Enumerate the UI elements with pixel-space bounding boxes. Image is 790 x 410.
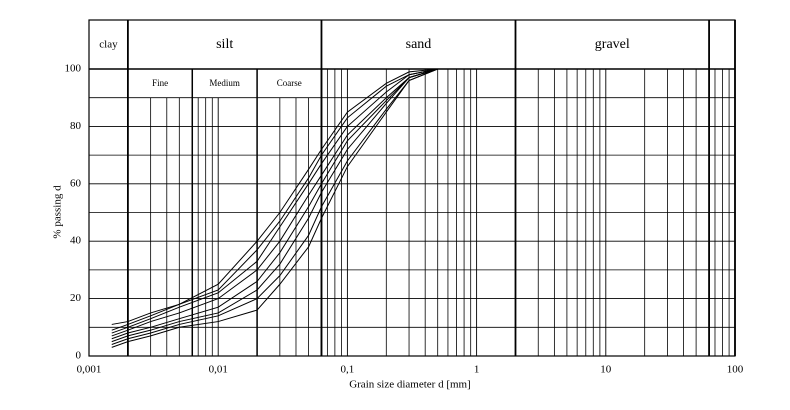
grading-curve	[111, 68, 438, 340]
y-tick-label: 80	[70, 120, 82, 132]
zone-label: clay	[99, 39, 118, 51]
subzone-label: Medium	[209, 78, 240, 88]
grading-curve	[111, 68, 438, 348]
y-tick-label: 40	[70, 235, 82, 247]
zone-label: gravel	[595, 37, 630, 52]
subzone-label: Fine	[152, 78, 168, 88]
x-tick-label: 0,001	[77, 364, 102, 376]
y-axis-label: % passing d	[52, 185, 64, 239]
y-tick-label: 100	[65, 63, 82, 75]
x-tick-label: 1	[474, 364, 480, 376]
x-axis-label: Grain size diameter d [mm]	[349, 379, 471, 391]
header-frame	[88, 19, 736, 357]
grading-curve	[111, 68, 438, 334]
x-tick-label: 0,01	[209, 364, 228, 376]
grading-curve	[111, 68, 438, 337]
subzone-label: Coarse	[277, 78, 302, 88]
x-tick-label: 100	[727, 364, 744, 376]
x-tick-label: 0,1	[341, 364, 355, 376]
y-tick-label: 60	[70, 177, 82, 189]
y-tick-label: 0	[76, 350, 82, 362]
x-tick-label: 10	[600, 364, 612, 376]
y-tick-label: 20	[70, 292, 82, 304]
grading-curve	[111, 68, 438, 331]
grading-curve	[111, 68, 438, 343]
zone-label: silt	[216, 37, 233, 52]
grading-curve	[111, 68, 438, 345]
zone-label: sand	[406, 37, 432, 52]
grading-curve	[111, 68, 438, 325]
